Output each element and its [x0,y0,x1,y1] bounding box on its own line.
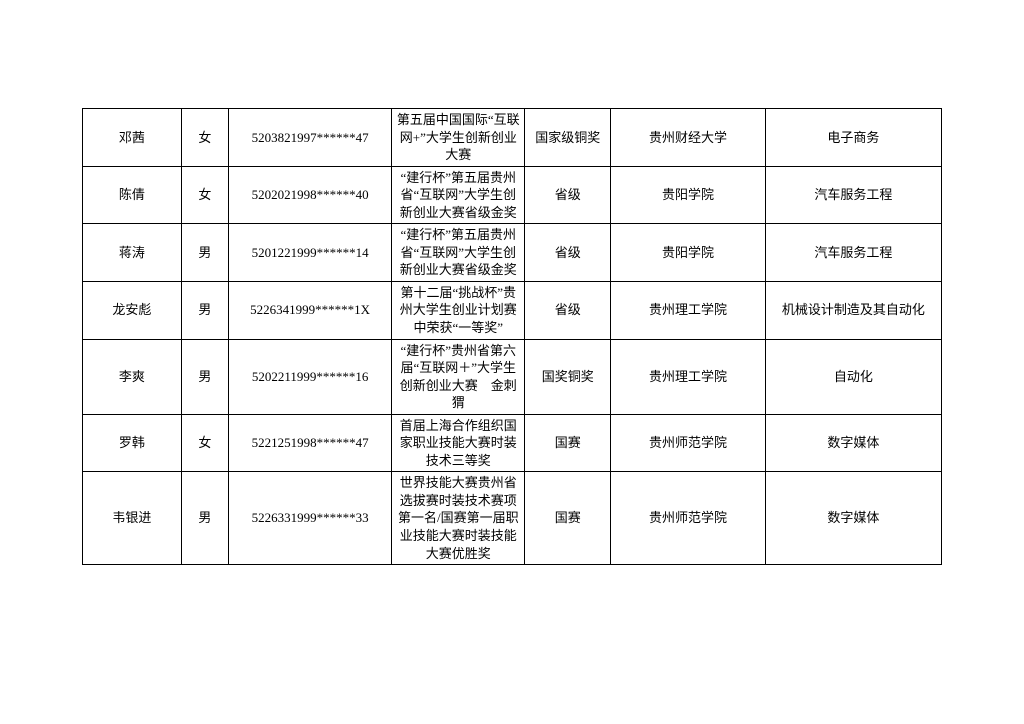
cell-level: 国家级铜奖 [525,109,611,167]
cell-event: “建行杯”第五届贵州省“互联网”大学生创新创业大赛省级金奖 [392,166,525,224]
table-row: 陈倩女5202021998******40“建行杯”第五届贵州省“互联网”大学生… [83,166,942,224]
cell-school: 贵州理工学院 [611,339,766,414]
cell-major: 汽车服务工程 [765,224,941,282]
cell-id: 5226331999******33 [229,472,392,565]
cell-gender: 男 [181,281,228,339]
cell-major: 电子商务 [765,109,941,167]
cell-id: 5226341999******1X [229,281,392,339]
table-row: 韦银进男5226331999******33世界技能大赛贵州省选拔赛时装技术赛项… [83,472,942,565]
cell-event: 第十二届“挑战杯”贵州大学生创业计划赛中荣获“一等奖” [392,281,525,339]
data-table: 邓茜女5203821997******47第五届中国国际“互联网+”大学生创新创… [82,108,942,565]
cell-name: 罗韩 [83,414,182,472]
cell-level: 省级 [525,224,611,282]
document-page: 邓茜女5203821997******47第五届中国国际“互联网+”大学生创新创… [0,0,1024,565]
cell-major: 数字媒体 [765,414,941,472]
table-row: 罗韩女5221251998******47首届上海合作组织国家职业技能大赛时装技… [83,414,942,472]
cell-name: 龙安彪 [83,281,182,339]
cell-id: 5201221999******14 [229,224,392,282]
cell-name: 蒋涛 [83,224,182,282]
cell-school: 贵州理工学院 [611,281,766,339]
cell-id: 5202211999******16 [229,339,392,414]
cell-major: 汽车服务工程 [765,166,941,224]
cell-school: 贵州师范学院 [611,472,766,565]
table-row: 邓茜女5203821997******47第五届中国国际“互联网+”大学生创新创… [83,109,942,167]
cell-name: 李爽 [83,339,182,414]
cell-gender: 女 [181,109,228,167]
table-row: 龙安彪男5226341999******1X第十二届“挑战杯”贵州大学生创业计划… [83,281,942,339]
cell-gender: 女 [181,166,228,224]
cell-level: 省级 [525,166,611,224]
cell-id: 5202021998******40 [229,166,392,224]
table-row: 蒋涛男5201221999******14“建行杯”第五届贵州省“互联网”大学生… [83,224,942,282]
cell-event: 世界技能大赛贵州省选拔赛时装技术赛项第一名/国赛第一届职业技能大赛时装技能大赛优… [392,472,525,565]
cell-level: 国奖铜奖 [525,339,611,414]
cell-major: 数字媒体 [765,472,941,565]
cell-level: 国赛 [525,472,611,565]
cell-level: 国赛 [525,414,611,472]
cell-level: 省级 [525,281,611,339]
cell-gender: 男 [181,224,228,282]
cell-major: 机械设计制造及其自动化 [765,281,941,339]
cell-gender: 女 [181,414,228,472]
cell-id: 5203821997******47 [229,109,392,167]
cell-gender: 男 [181,472,228,565]
cell-event: “建行杯”贵州省第六届“互联网＋”大学生创新创业大赛 金刺猬 [392,339,525,414]
cell-id: 5221251998******47 [229,414,392,472]
cell-school: 贵阳学院 [611,166,766,224]
cell-event: “建行杯”第五届贵州省“互联网”大学生创新创业大赛省级金奖 [392,224,525,282]
cell-school: 贵州师范学院 [611,414,766,472]
cell-major: 自动化 [765,339,941,414]
cell-name: 邓茜 [83,109,182,167]
cell-name: 陈倩 [83,166,182,224]
cell-gender: 男 [181,339,228,414]
cell-school: 贵州财经大学 [611,109,766,167]
cell-event: 第五届中国国际“互联网+”大学生创新创业大赛 [392,109,525,167]
cell-event: 首届上海合作组织国家职业技能大赛时装技术三等奖 [392,414,525,472]
cell-school: 贵阳学院 [611,224,766,282]
table-row: 李爽男5202211999******16“建行杯”贵州省第六届“互联网＋”大学… [83,339,942,414]
cell-name: 韦银进 [83,472,182,565]
